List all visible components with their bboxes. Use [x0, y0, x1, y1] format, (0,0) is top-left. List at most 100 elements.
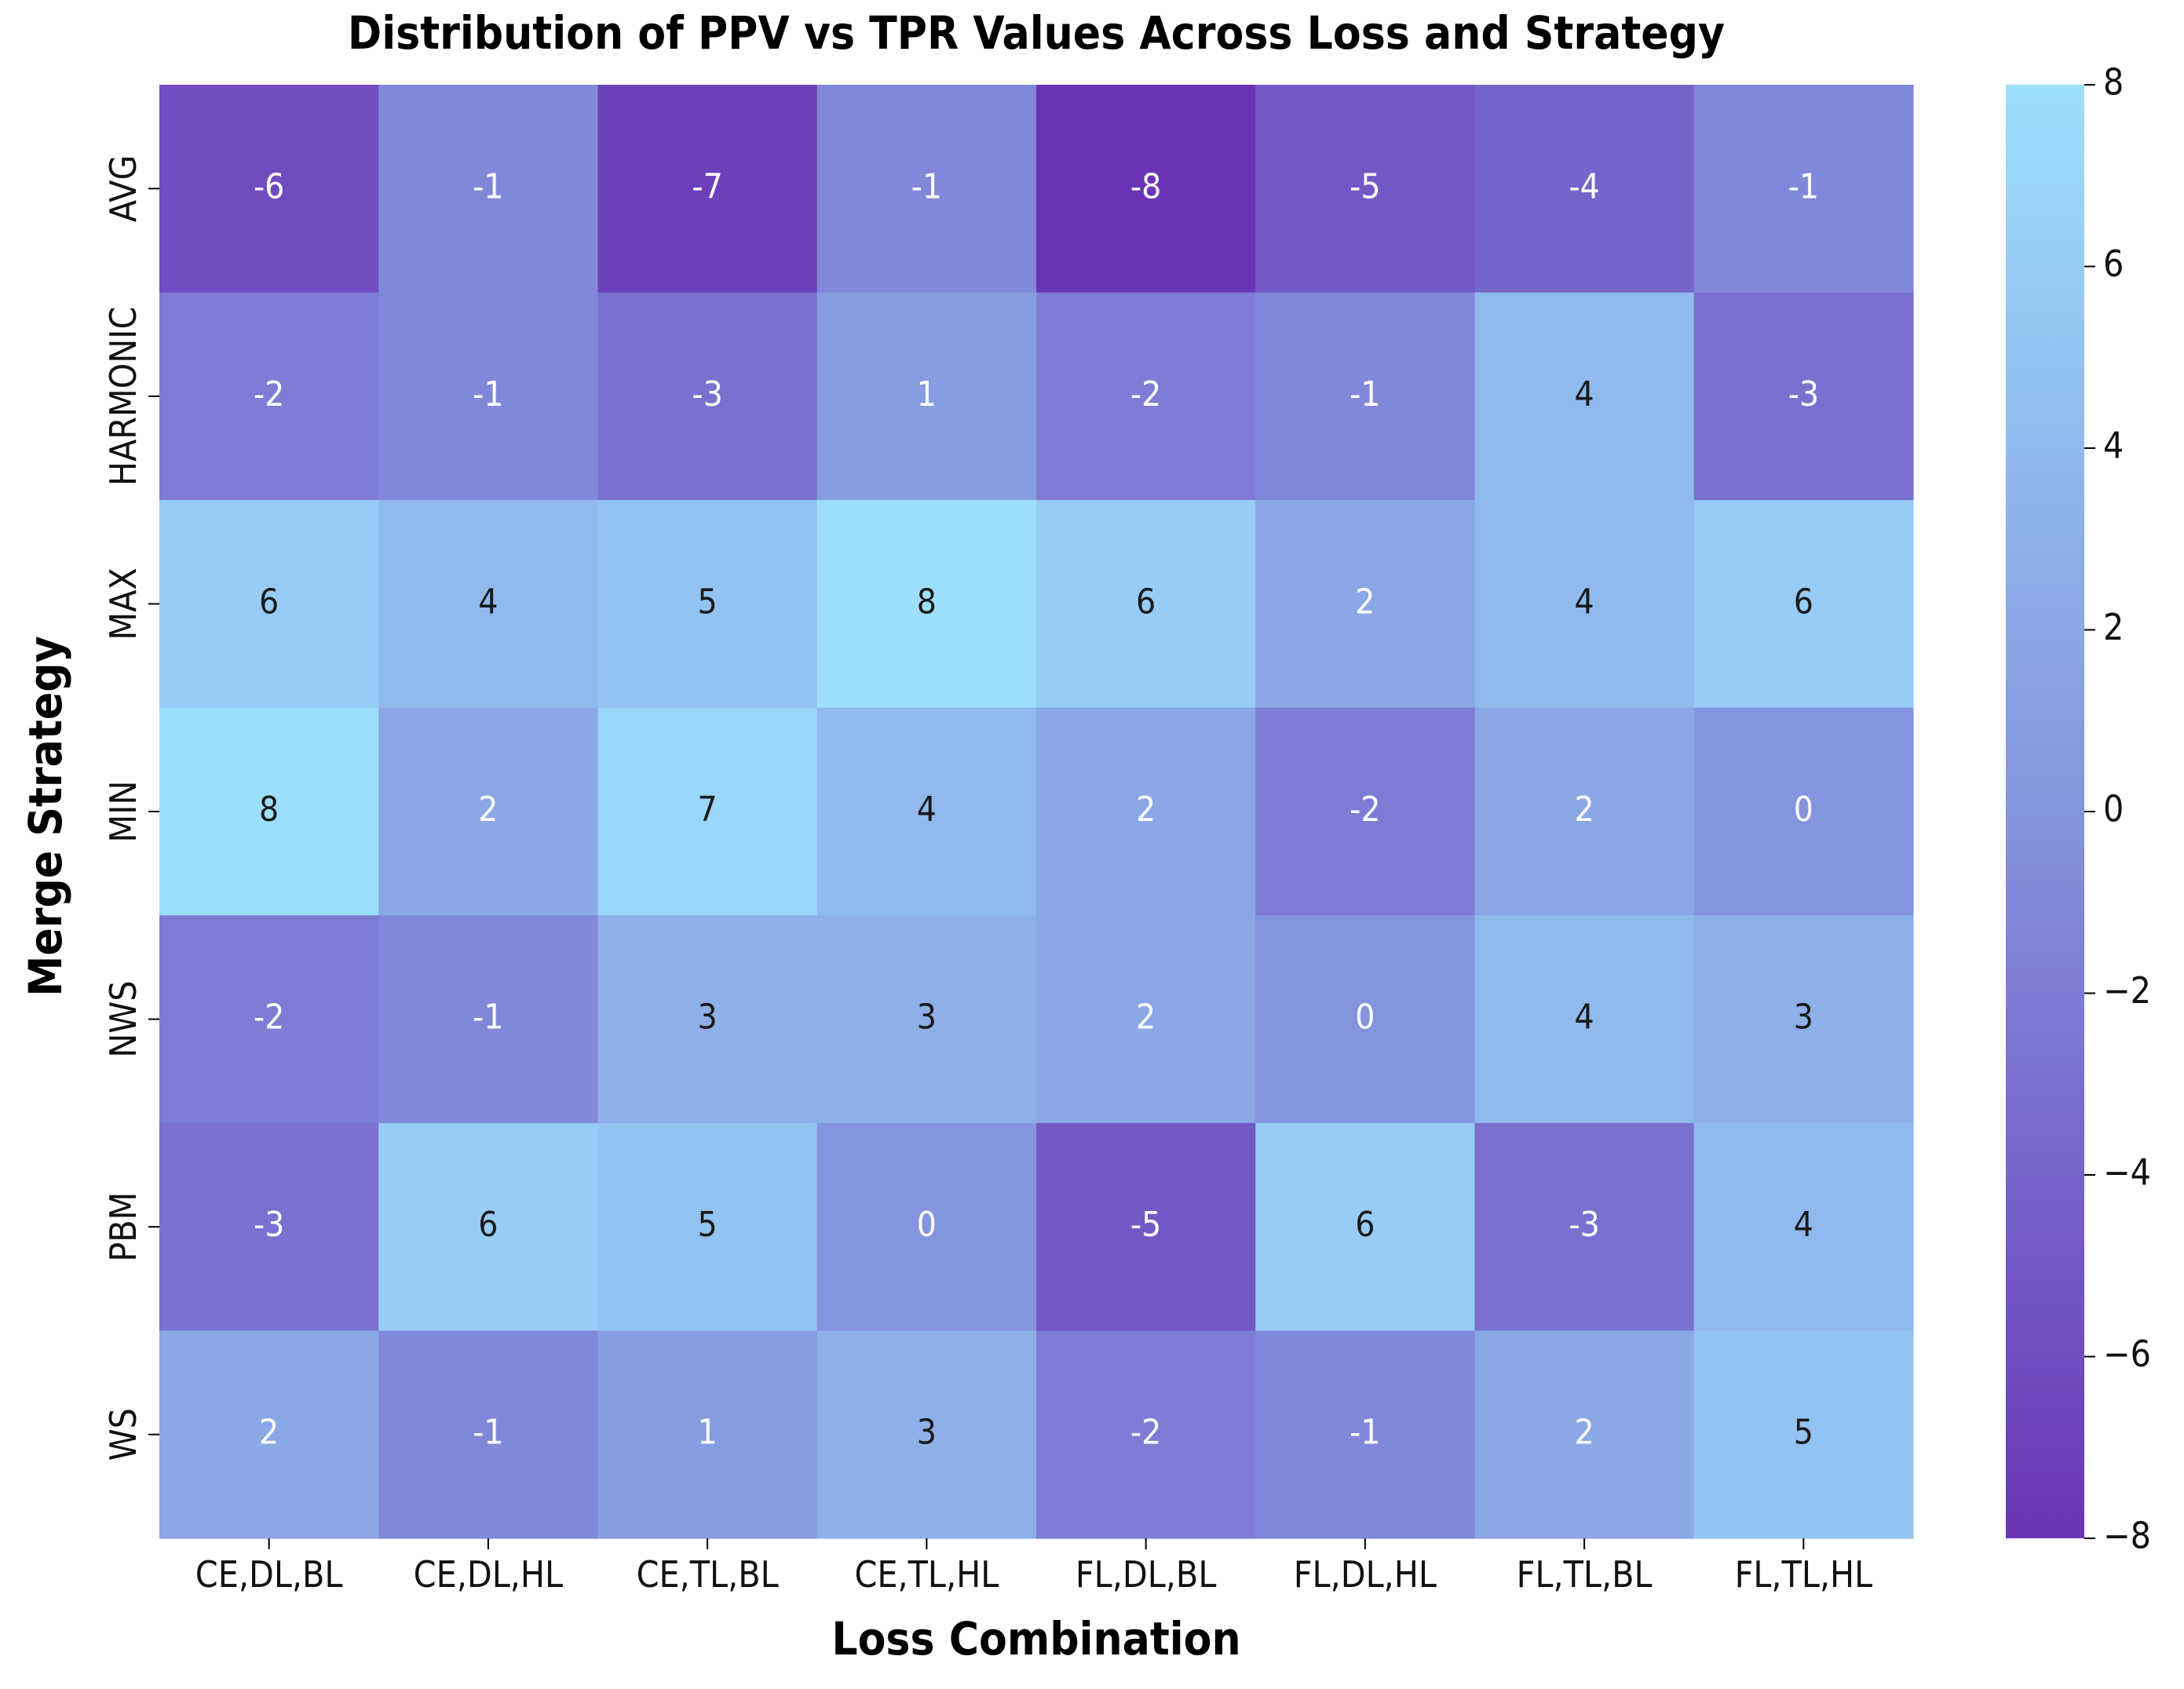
x-tick-label: CE,DL,HL: [414, 1553, 563, 1596]
colorbar-tick-label: 6: [2103, 243, 2124, 285]
cell-value: -5: [1130, 1205, 1161, 1245]
cell-value: -5: [1349, 166, 1380, 206]
x-tick-label: FL,TL,BL: [1517, 1553, 1653, 1596]
cell-value: -1: [1349, 374, 1380, 414]
heatmap-cell: [597, 707, 818, 916]
heatmap-cell: [1036, 1330, 1256, 1539]
cell-value: 2: [1136, 998, 1156, 1038]
cell-value: 4: [1794, 1205, 1813, 1245]
heatmap-cell: [597, 1330, 818, 1539]
heatmap-cell: [378, 915, 599, 1124]
heatmap-cell: [159, 500, 379, 709]
heatmap-cell: [1255, 1330, 1476, 1539]
heatmap-cell: [816, 1330, 1037, 1539]
heatmap-cell: [816, 85, 1037, 294]
y-axis-ticks: AVG HARMONIC MAX MIN NWS PBM WS: [102, 155, 159, 1461]
x-tick-label: CE,TL,HL: [854, 1553, 999, 1596]
cell-value: -3: [692, 374, 722, 414]
cell-value: 6: [1355, 1205, 1375, 1245]
cell-value: 6: [478, 1205, 498, 1245]
cell-value: 0: [917, 1205, 937, 1245]
y-tick-label: MIN: [102, 781, 144, 843]
heatmap-cell: [1474, 292, 1695, 501]
heatmap-cell: [1693, 707, 1914, 916]
heatmap-cell: [378, 707, 599, 916]
heatmap-cells: [159, 85, 1914, 1539]
cell-value: -6: [254, 166, 284, 206]
cell-value: 7: [698, 790, 718, 830]
heatmap-cell: [1474, 1330, 1695, 1539]
cell-value: 4: [1575, 374, 1594, 414]
heatmap-cell: [159, 1330, 379, 1539]
heatmap-cell: [159, 915, 379, 1124]
heatmap-cell: [1255, 292, 1476, 501]
x-tick-label: CE,DL,BL: [195, 1553, 343, 1596]
cell-value: 4: [917, 790, 937, 830]
cell-value: -1: [1349, 1413, 1380, 1453]
colorbar-ticks: 8 6 4 2 0 −2 −4 −6 −8: [2084, 61, 2151, 1557]
x-tick-label: CE,TL,BL: [637, 1553, 779, 1596]
heatmap-cell: [1474, 915, 1695, 1124]
cell-value: 0: [1794, 790, 1813, 830]
cell-value: -2: [1130, 374, 1161, 414]
heatmap-cell: [1693, 1122, 1914, 1332]
cell-value: -1: [911, 166, 942, 206]
cell-value: 3: [698, 998, 718, 1038]
heatmap-cell: [1036, 1122, 1256, 1332]
heatmap-cell: [1474, 500, 1695, 709]
heatmap-cell: [816, 915, 1037, 1124]
colorbar-tick-label: 2: [2103, 606, 2124, 648]
colorbar-tick-label: −8: [2103, 1515, 2151, 1557]
heatmap-cell: [1693, 85, 1914, 294]
cell-value: 6: [1794, 582, 1813, 622]
y-tick-label: PBM: [102, 1192, 144, 1262]
heatmap-cell: [816, 292, 1037, 501]
cell-value: -3: [1569, 1205, 1599, 1245]
heatmap-cell: [1036, 292, 1256, 501]
heatmap-cell: [597, 85, 818, 294]
colorbar-tick-label: −4: [2103, 1151, 2151, 1194]
colorbar: [2006, 85, 2084, 1538]
heatmap-cell: [816, 707, 1037, 916]
cell-value: -1: [1788, 166, 1819, 206]
heatmap-cell: [597, 292, 818, 501]
cell-annotations: -6 -1 -7 -1 -8 -5 -4 -1 -2 -1 -3 1 -2 -1 4 -3 6 4 5 8 6 2 4 6 8 2…: [254, 166, 1819, 1452]
heatmap-cell: [1255, 915, 1476, 1124]
cell-value: -1: [473, 166, 503, 206]
chart-title: Distribution of PPV vs TPR Values Across…: [348, 6, 1725, 60]
cell-value: 1: [917, 374, 937, 414]
cell-value: -2: [1130, 1413, 1161, 1453]
cell-value: 4: [1575, 998, 1594, 1038]
cell-value: 8: [917, 582, 937, 622]
cell-value: -3: [1788, 374, 1819, 414]
x-tick-label: FL,DL,BL: [1076, 1553, 1217, 1596]
cell-value: 3: [917, 998, 937, 1038]
colorbar-tick-label: −6: [2103, 1333, 2151, 1375]
colorbar-tick-label: 0: [2103, 788, 2124, 830]
cell-value: -2: [254, 374, 284, 414]
heatmap-cell: [597, 500, 818, 709]
cell-value: -1: [473, 374, 503, 414]
heatmap-cell: [378, 500, 599, 709]
cell-value: 2: [1136, 790, 1156, 830]
cell-value: 5: [1794, 1413, 1813, 1453]
heatmap-cell: [1255, 85, 1476, 294]
heatmap-cell: [159, 85, 379, 294]
cell-value: 4: [478, 582, 498, 622]
y-tick-label: NWS: [102, 980, 144, 1057]
cell-value: -1: [473, 998, 503, 1038]
heatmap-cell: [159, 1122, 379, 1332]
heatmap-cell: [1693, 1330, 1914, 1539]
cell-value: 5: [698, 1205, 718, 1245]
heatmap-cell: [1255, 500, 1476, 709]
x-axis-ticks: CE,DL,BL CE,DL,HL CE,TL,BL CE,TL,HL FL,DL,BL…: [195, 1538, 1872, 1596]
heatmap-cell: [1693, 292, 1914, 501]
y-tick-label: MAX: [102, 567, 144, 640]
heatmap-cell: [1474, 1122, 1695, 1332]
heatmap-cell: [378, 1122, 599, 1332]
heatmap-cell: [1693, 915, 1914, 1124]
cell-value: 1: [698, 1413, 718, 1453]
cell-value: 2: [1575, 790, 1594, 830]
x-axis-label: Loss Combination: [831, 1612, 1240, 1665]
cell-value: 2: [478, 790, 498, 830]
